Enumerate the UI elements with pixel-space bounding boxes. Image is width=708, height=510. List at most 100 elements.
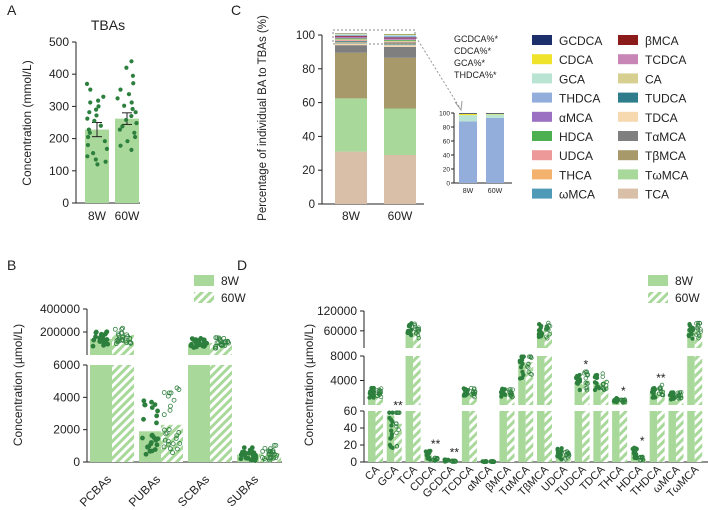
y-tick-label-a-400: 400 xyxy=(49,67,69,81)
y-tick-label-a-0: 0 xyxy=(62,196,69,210)
legend-swatch-c--mca xyxy=(532,188,552,199)
point-b-pubas-60w xyxy=(174,433,180,439)
panel-c-ylabel: Percentage of individual BA to TBAs (%) xyxy=(257,15,269,221)
panel-label-b: B xyxy=(7,257,16,273)
panel-d-ylabel: Concentration (µmol/L) xyxy=(302,324,316,446)
point-d-ca-60w xyxy=(377,388,382,394)
inset-segment-gca-8w xyxy=(459,115,477,122)
point-b-pubas-60w xyxy=(173,436,179,441)
point-d-tdca-8w xyxy=(594,375,599,380)
point-d-thdca-60w xyxy=(656,391,662,396)
point-a-60w xyxy=(134,121,139,126)
point-d-t-mca-8w xyxy=(521,372,526,378)
point-d-ca-8w xyxy=(371,391,376,396)
point-a-60w xyxy=(130,106,135,112)
point-b-scbas-8w xyxy=(201,337,207,343)
annotation-c-3: THDCA%* xyxy=(454,70,497,80)
point-a-60w xyxy=(124,65,129,70)
point-b-pubas-60w xyxy=(167,446,173,452)
y-tick-label-c-100: 100 xyxy=(296,30,315,42)
point-d-gca-8w xyxy=(388,444,393,449)
point-b-pcbas-60w xyxy=(112,326,118,332)
segment-c-tca-60w xyxy=(384,154,416,204)
significance-d-thdca: ** xyxy=(656,371,666,385)
legend-label-60w-d: 60W xyxy=(675,291,700,305)
point-d-gca-8w xyxy=(389,423,394,428)
point-d-gca-60w xyxy=(394,424,399,429)
point-d--mca-60w xyxy=(490,459,495,464)
segment-c-hdca-8w xyxy=(335,38,367,40)
point-d-t-mca-8w xyxy=(687,323,692,328)
point-a-60w xyxy=(122,103,127,108)
y-tick-label-d-20: 20 xyxy=(344,438,358,452)
bar-d-gca-60w xyxy=(394,423,402,462)
point-b-pcbas-60w xyxy=(128,341,134,346)
point-d-tca-8w xyxy=(408,323,413,328)
point-d-tca-8w xyxy=(406,330,411,335)
bar-d-thca-8w-bottom xyxy=(612,411,620,462)
point-d--mca-8w xyxy=(503,392,508,398)
point-b-pubas-60w xyxy=(177,441,183,446)
legend-label-c-ca: CA xyxy=(645,72,662,86)
point-a-8w xyxy=(101,94,106,99)
point-d-udca-8w xyxy=(556,450,562,456)
y-tick-label-c-60: 60 xyxy=(302,98,315,110)
point-d-thca-8w xyxy=(613,398,618,403)
point-a-8w xyxy=(91,150,96,156)
point-d--mca-8w xyxy=(670,395,675,401)
bar-d-t-mca-8w-bottom xyxy=(537,411,545,462)
bar-d-tdca-8w-bottom xyxy=(593,411,601,462)
point-d-hdca-60w xyxy=(640,457,646,463)
point-d--mca-8w xyxy=(499,390,504,395)
point-b-pubas-8w xyxy=(149,448,155,454)
panel-c-legend: GCDCA CDCA GCA THDCA αMCA HDCA UDCA THCA ωMCA βMC… xyxy=(532,34,688,202)
point-d-thdca-60w xyxy=(658,385,663,390)
bar-d--mca-60w-bottom xyxy=(675,411,684,462)
point-a-8w xyxy=(93,157,98,162)
point-d--mca-60w xyxy=(675,390,680,395)
point-a-8w xyxy=(84,81,90,86)
point-d-ca-8w xyxy=(370,387,375,393)
bar-d-ca-60w xyxy=(375,392,384,405)
inset-y-tick-label-0: 0 xyxy=(446,181,450,188)
point-d-gcdca-8w xyxy=(443,457,448,462)
legend-label-c-t-mca: TβMCA xyxy=(645,149,686,163)
segment-c-gca-8w xyxy=(335,34,367,35)
point-b-scbas-8w xyxy=(202,343,208,349)
legend-label-c--mca: ωMCA xyxy=(559,188,595,202)
panel-c-annotation: GCDCA%* CDCA%* GCA%* THDCA%* xyxy=(454,34,499,80)
y-tick-label-a-200: 200 xyxy=(49,132,69,146)
point-a-60w xyxy=(118,143,123,148)
legend-label-8w: 8W xyxy=(221,274,240,288)
point-b-pubas-8w xyxy=(155,408,160,414)
inset-y-tick-label-40: 40 xyxy=(443,153,451,160)
point-b-pubas-60w xyxy=(167,407,173,413)
y-tick-label-c-40: 40 xyxy=(302,131,315,143)
bar-d-tdca-8w xyxy=(593,383,601,405)
panel-c-zoom-arrowhead xyxy=(454,100,463,112)
point-a-8w xyxy=(86,134,91,140)
point-a-8w xyxy=(94,113,99,118)
point-b-pubas-60w xyxy=(165,441,171,447)
bar-d-t-mca-60w-bottom xyxy=(525,411,534,462)
point-d-cdca-60w xyxy=(435,455,440,461)
point-b-scbas-60w xyxy=(216,340,222,345)
legend-swatch-c-thca xyxy=(532,169,552,180)
segment-c-tca-8w xyxy=(335,151,367,204)
segment-c-t-mca-8w xyxy=(335,98,367,152)
point-b-pubas-60w xyxy=(165,438,171,444)
bar-d-thdca-60w-bottom xyxy=(657,411,665,462)
point-d-thca-60w xyxy=(621,398,626,403)
point-d-thdca-60w xyxy=(660,389,666,395)
bar-d-t-mca-60w-middle xyxy=(694,356,703,405)
point-d-gca-8w xyxy=(388,436,393,441)
inset-segment-cdca-8w xyxy=(459,113,477,116)
point-d-t-mca-8w xyxy=(686,333,691,338)
point-d-thdca-8w xyxy=(650,395,655,400)
point-b-pubas-60w xyxy=(166,427,172,432)
segment-c-t-mca-60w xyxy=(384,57,416,109)
point-b-subas-60w xyxy=(260,455,265,460)
point-b-subas-60w xyxy=(268,448,273,454)
point-d-t-mca-60w xyxy=(526,361,531,366)
bar-b-scbas-8w xyxy=(188,343,210,355)
